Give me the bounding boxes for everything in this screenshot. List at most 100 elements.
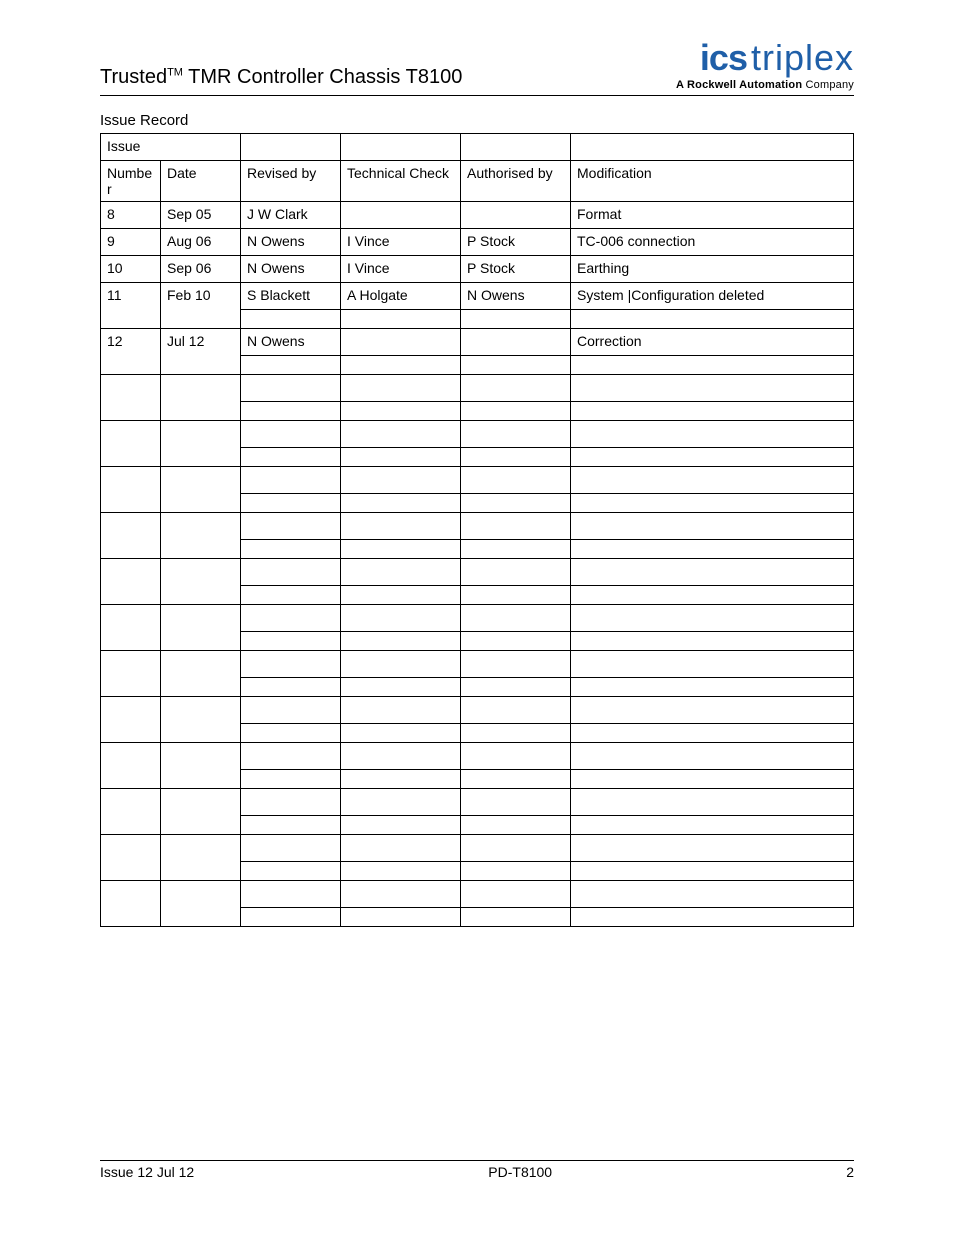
table-cell <box>461 770 571 789</box>
table-cell <box>461 329 571 356</box>
table-cell <box>571 743 854 770</box>
table-cell <box>161 881 241 927</box>
table-cell: S Blackett <box>241 283 341 310</box>
table-cell <box>461 356 571 375</box>
table-cell <box>341 310 461 329</box>
table-cell <box>571 678 854 697</box>
table-cell <box>101 743 161 789</box>
table-cell <box>101 605 161 651</box>
logo-sub-bold: A Rockwell Automation <box>676 79 802 91</box>
table-cell <box>571 605 854 632</box>
table-cell <box>161 651 241 697</box>
table-cell <box>571 770 854 789</box>
table-cell <box>341 375 461 402</box>
logo-subtitle: A Rockwell Automation Company <box>676 80 854 91</box>
table-cell <box>461 605 571 632</box>
table-cell <box>461 724 571 743</box>
document-title: TrustedTM TMR Controller Chassis T8100 <box>100 66 462 91</box>
table-cell <box>461 908 571 927</box>
table-cell <box>241 356 341 375</box>
table-cell: Format <box>571 202 854 229</box>
table-cell: Sep 05 <box>161 202 241 229</box>
table-cell: J W Clark <box>241 202 341 229</box>
table-cell <box>341 678 461 697</box>
table-cell <box>461 467 571 494</box>
table-cell: 12 <box>101 329 161 375</box>
table-cell <box>341 743 461 770</box>
table-column-header: Technical Check <box>341 161 461 202</box>
table-cell <box>101 559 161 605</box>
table-cell <box>341 881 461 908</box>
table-cell <box>571 724 854 743</box>
table-cell <box>461 540 571 559</box>
table-cell <box>461 375 571 402</box>
table-cell <box>241 375 341 402</box>
table-cell <box>161 697 241 743</box>
table-cell <box>571 835 854 862</box>
table-cell <box>461 862 571 881</box>
table-cell <box>241 678 341 697</box>
table-cell <box>571 789 854 816</box>
table-cell <box>571 494 854 513</box>
table-cell <box>461 743 571 770</box>
table-cell <box>461 559 571 586</box>
table-cell <box>571 881 854 908</box>
table-column-header: Revised by <box>241 161 341 202</box>
table-cell <box>161 421 241 467</box>
table-cell <box>461 586 571 605</box>
table-cell <box>571 448 854 467</box>
table-cell <box>241 881 341 908</box>
table-cell: 9 <box>101 229 161 256</box>
table-cell <box>461 310 571 329</box>
logo-triplex: triplex <box>751 37 854 78</box>
table-cell <box>341 862 461 881</box>
table-cell <box>241 513 341 540</box>
logo: icstriplex A Rockwell Automation Company <box>676 40 854 91</box>
table-cell <box>341 632 461 651</box>
table-cell <box>161 375 241 421</box>
table-cell <box>101 651 161 697</box>
table-cell: N Owens <box>241 256 341 283</box>
table-cell <box>571 356 854 375</box>
table-cell: I Vince <box>341 256 461 283</box>
table-cell <box>571 651 854 678</box>
table-cell <box>571 134 854 161</box>
table-cell <box>571 421 854 448</box>
table-cell <box>101 697 161 743</box>
table-cell <box>341 770 461 789</box>
table-cell <box>571 540 854 559</box>
table-cell <box>241 467 341 494</box>
page-footer: Issue 12 Jul 12 PD-T8100 2 <box>100 1160 854 1180</box>
table-cell: I Vince <box>341 229 461 256</box>
table-column-header: Modification <box>571 161 854 202</box>
table-cell <box>241 724 341 743</box>
table-cell <box>101 513 161 559</box>
table-cell <box>161 789 241 835</box>
table-cell <box>241 862 341 881</box>
section-title: Issue Record <box>100 112 854 129</box>
table-cell <box>241 540 341 559</box>
table-cell <box>241 586 341 605</box>
table-cell <box>571 632 854 651</box>
table-cell <box>101 421 161 467</box>
page-header: TrustedTM TMR Controller Chassis T8100 i… <box>100 40 854 96</box>
table-cell <box>461 678 571 697</box>
table-cell <box>571 402 854 421</box>
table-cell <box>461 632 571 651</box>
table-cell <box>461 881 571 908</box>
table-cell <box>341 651 461 678</box>
table-cell <box>241 651 341 678</box>
table-cell <box>241 605 341 632</box>
table-cell: P Stock <box>461 256 571 283</box>
table-cell <box>341 329 461 356</box>
table-cell <box>341 605 461 632</box>
table-cell <box>341 513 461 540</box>
issue-record-table: IssueNumberDateRevised byTechnical Check… <box>100 133 854 927</box>
table-cell: Sep 06 <box>161 256 241 283</box>
table-cell <box>461 421 571 448</box>
table-cell <box>161 513 241 559</box>
table-cell <box>241 402 341 421</box>
table-cell <box>341 134 461 161</box>
table-cell <box>161 467 241 513</box>
table-cell <box>341 908 461 927</box>
